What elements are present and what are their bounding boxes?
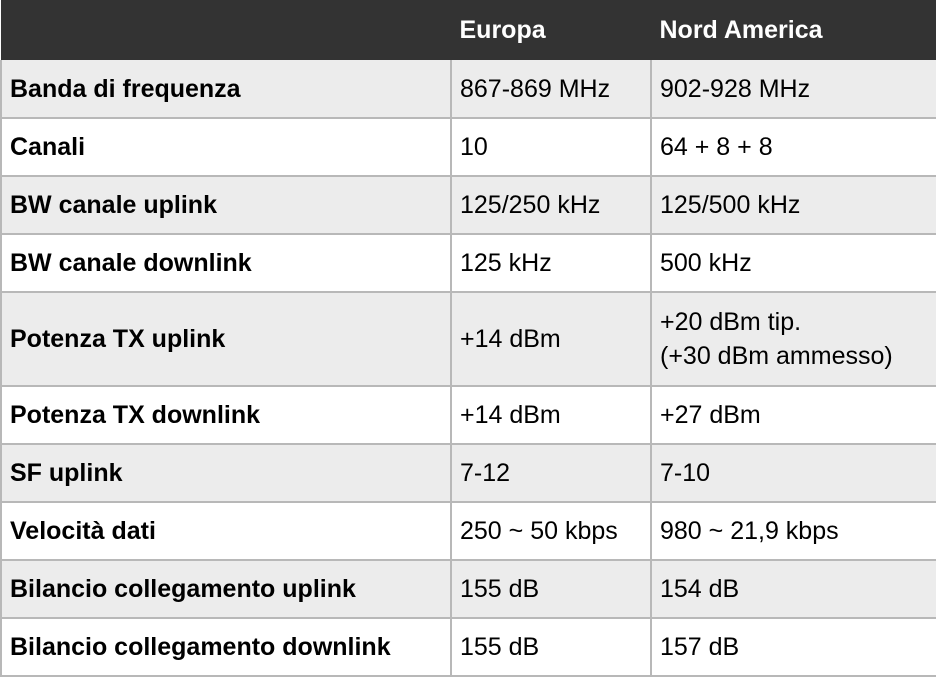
row-label: Potenza TX downlink (0, 385, 452, 445)
table-row: BW canale uplink 125/250 kHz 125/500 kHz (0, 175, 936, 235)
table-row: Bilancio collegamento uplink 155 dB 154 … (0, 559, 936, 619)
cell-europa: +14 dBm (450, 385, 652, 445)
header-row: Europa Nord America (0, 0, 936, 60)
table-row: Banda di frequenza 867-869 MHz 902-928 M… (0, 60, 936, 119)
cell-nord-america: 980 ~ 21,9 kbps (650, 501, 936, 561)
cell-nord-america: 7-10 (650, 443, 936, 503)
cell-europa: 7-12 (450, 443, 652, 503)
table-header: Europa Nord America (0, 0, 936, 60)
cell-europa: 125 kHz (450, 233, 652, 293)
cell-europa: 867-869 MHz (450, 60, 652, 119)
table-body: Banda di frequenza 867-869 MHz 902-928 M… (0, 60, 936, 677)
row-label: Potenza TX uplink (0, 291, 452, 387)
table-row: Bilancio collegamento downlink 155 dB 15… (0, 617, 936, 677)
cell-nord-america: 500 kHz (650, 233, 936, 293)
row-label: BW canale uplink (0, 175, 452, 235)
cell-line: (+30 dBm ammesso) (660, 342, 893, 370)
cell-nord-america: 154 dB (650, 559, 936, 619)
header-cell-nord-america: Nord America (650, 0, 936, 60)
table-row: Canali 10 64 + 8 + 8 (0, 117, 936, 177)
cell-europa: 125/250 kHz (450, 175, 652, 235)
row-label: Bilancio collegamento uplink (0, 559, 452, 619)
cell-nord-america: +20 dBm tip. (+30 dBm ammesso) (650, 291, 936, 387)
table-row: Potenza TX uplink +14 dBm +20 dBm tip. (… (0, 291, 936, 387)
row-label: BW canale downlink (0, 233, 452, 293)
table-row: Velocità dati 250 ~ 50 kbps 980 ~ 21,9 k… (0, 501, 936, 561)
row-label: Banda di frequenza (0, 60, 452, 119)
cell-europa: 10 (450, 117, 652, 177)
row-label: Velocità dati (0, 501, 452, 561)
cell-europa: +14 dBm (450, 291, 652, 387)
cell-europa: 250 ~ 50 kbps (450, 501, 652, 561)
cell-nord-america: +27 dBm (650, 385, 936, 445)
header-cell-empty (0, 0, 452, 60)
cell-europa: 155 dB (450, 617, 652, 677)
cell-nord-america: 157 dB (650, 617, 936, 677)
row-label: SF uplink (0, 443, 452, 503)
cell-nord-america: 64 + 8 + 8 (650, 117, 936, 177)
table-row: SF uplink 7-12 7-10 (0, 443, 936, 503)
table-row: Potenza TX downlink +14 dBm +27 dBm (0, 385, 936, 445)
cell-nord-america: 902-928 MHz (650, 60, 936, 119)
table-row: BW canale downlink 125 kHz 500 kHz (0, 233, 936, 293)
header-cell-europa: Europa (450, 0, 652, 60)
cell-europa: 155 dB (450, 559, 652, 619)
cell-nord-america: 125/500 kHz (650, 175, 936, 235)
cell-line: +20 dBm tip. (660, 308, 802, 336)
row-label: Bilancio collegamento downlink (0, 617, 452, 677)
row-label: Canali (0, 117, 452, 177)
